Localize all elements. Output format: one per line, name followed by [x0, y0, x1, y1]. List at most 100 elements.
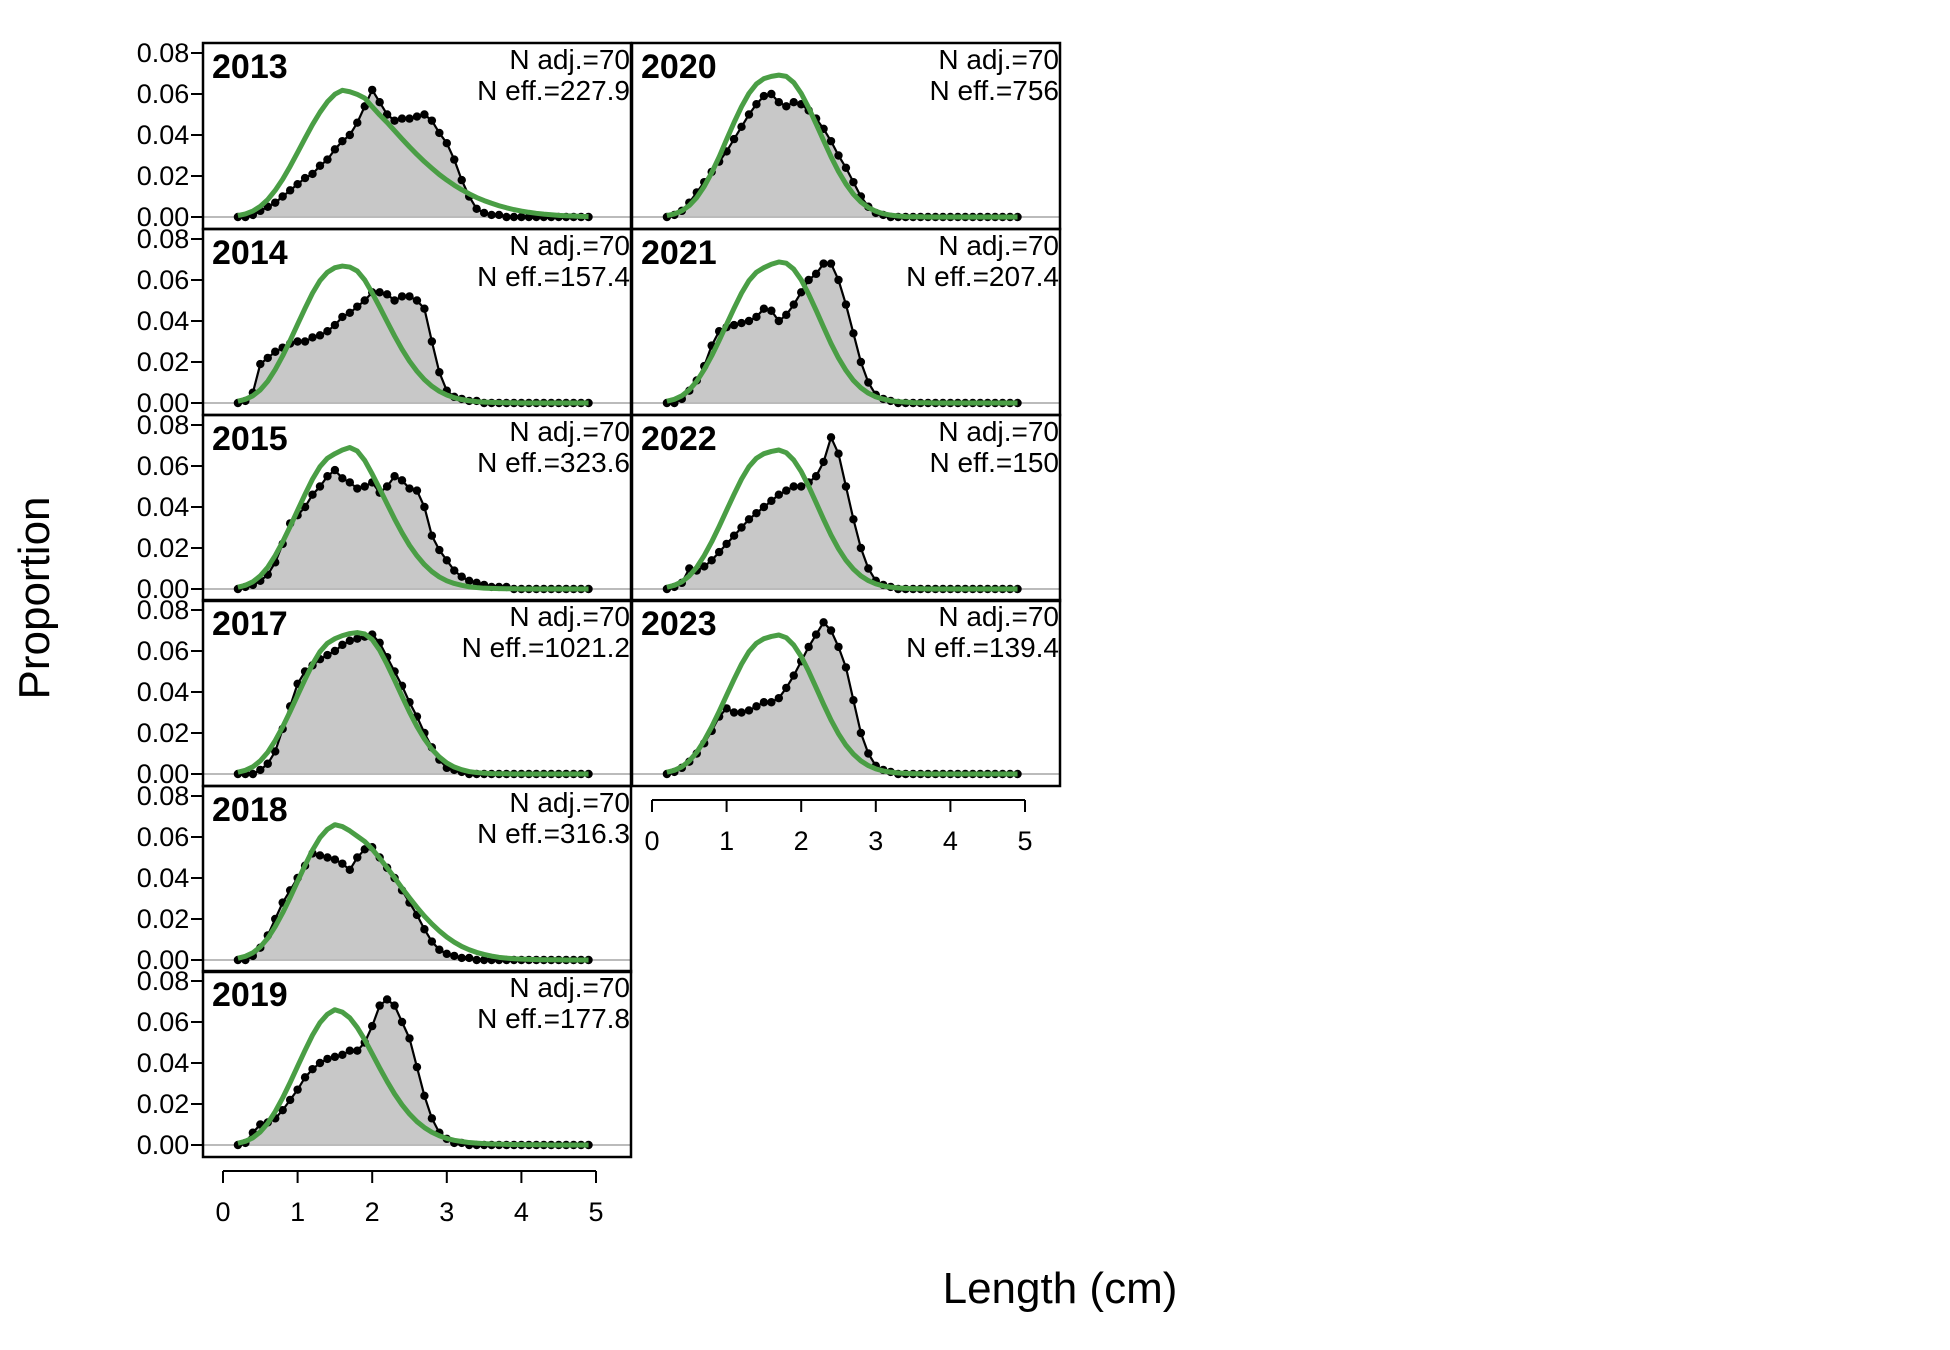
y-tick-label: 0.08 — [137, 781, 190, 811]
observed-point — [502, 212, 511, 222]
panel-2017: 2017 N adj.=70N eff.=1021.2 0.00 0.02 0.04 0.… — [137, 595, 633, 789]
panel-2015: 2015 N adj.=70N eff.=323.6 0.00 0.02 0.04 0.0… — [137, 410, 633, 604]
observed-point — [263, 353, 272, 363]
observed-point — [382, 995, 392, 1004]
observed-point — [472, 204, 481, 213]
observed-point — [509, 212, 519, 222]
x-tick-label: 5 — [588, 1197, 603, 1227]
observed-point — [248, 769, 258, 779]
observed-point — [744, 316, 754, 326]
observed-point — [722, 539, 731, 549]
observed-point — [360, 482, 369, 491]
observed-point — [849, 329, 858, 338]
n-adj-label: N adj.=70 — [938, 416, 1059, 447]
observed-point — [759, 502, 769, 512]
expected-line — [666, 72, 1018, 220]
y-tick-label: 0.04 — [137, 863, 190, 893]
x-tick-label: 5 — [1017, 826, 1032, 856]
observed-point — [293, 337, 302, 346]
observed-point — [782, 683, 791, 693]
observed-point — [382, 482, 392, 491]
observed-point — [759, 304, 769, 313]
observed-point — [315, 331, 325, 340]
observed-point — [338, 1050, 347, 1060]
n-adj-label: N adj.=70 — [938, 44, 1059, 75]
observed-point — [811, 269, 821, 279]
observed-point — [849, 696, 858, 705]
observed-point — [330, 465, 340, 475]
observed-point — [841, 482, 851, 491]
n-eff-label: N eff.=227.9 — [477, 75, 630, 106]
observed-point — [375, 98, 384, 107]
n-eff-label: N eff.=323.6 — [477, 447, 630, 478]
observed-area — [666, 94, 1018, 217]
observed-point — [819, 259, 828, 268]
observed-point — [382, 110, 392, 119]
observed-point — [330, 145, 340, 154]
panels-group: 2013 N adj.=70N eff.=227.90.000.020.040.0… — [137, 38, 1062, 1227]
observed-point — [427, 531, 437, 540]
observed-point — [774, 316, 784, 326]
n-eff-label: N eff.=207.4 — [906, 261, 1059, 292]
y-tick-label: 0.02 — [137, 347, 190, 377]
observed-point — [412, 112, 422, 121]
y-tick-label: 0.04 — [137, 677, 190, 707]
observed-point — [737, 523, 746, 532]
observed-point — [427, 116, 437, 125]
expected-line — [237, 445, 589, 592]
observed-point — [464, 953, 474, 963]
observed-point — [797, 288, 806, 297]
y-tick-label: 0.06 — [137, 822, 190, 852]
observed-point — [826, 259, 836, 268]
y-axis-title: Proportion — [10, 496, 59, 699]
observed-point — [797, 482, 806, 491]
panel-year-label: 2023 — [641, 605, 717, 643]
panel-year-label: 2017 — [212, 605, 288, 643]
observed-point — [789, 300, 798, 309]
y-tick-label: 0.06 — [137, 636, 190, 666]
observed-point — [420, 925, 429, 934]
observed-point — [360, 296, 369, 305]
observed-point — [849, 515, 858, 524]
observed-point — [345, 865, 355, 874]
y-tick-label: 0.06 — [137, 265, 190, 295]
observed-point — [397, 476, 407, 485]
panel-2021: 2021 N adj.=70N eff.=207.4 — [630, 227, 1062, 417]
observed-point — [774, 98, 784, 107]
observed-point — [390, 116, 399, 125]
observed-point — [420, 304, 429, 313]
observed-point — [789, 98, 798, 107]
observed-point — [390, 472, 399, 481]
observed-point — [308, 1064, 317, 1074]
observed-point — [353, 634, 362, 643]
panel-year-label: 2015 — [212, 420, 288, 458]
observed-point — [368, 1021, 377, 1031]
expected-line — [666, 447, 1018, 592]
x-axis-col-1: 0 1 2 3 4 5 — [215, 1170, 604, 1227]
n-eff-label: N eff.=316.3 — [477, 818, 630, 849]
observed-point — [256, 359, 265, 369]
observed-point — [330, 320, 340, 330]
observed-point — [375, 288, 384, 297]
observed-point — [841, 300, 851, 309]
observed-point — [427, 937, 437, 946]
observed-point — [345, 130, 355, 140]
observed-point — [338, 136, 347, 146]
x-tick-label: 3 — [439, 1197, 454, 1227]
observed-point — [412, 296, 422, 305]
y-tick-label: 0.04 — [137, 120, 190, 150]
observed-point — [293, 1085, 302, 1094]
observed-area — [666, 622, 1018, 774]
observed-point — [472, 955, 481, 965]
y-tick-label: 0.00 — [137, 945, 190, 975]
n-eff-label: N eff.=157.4 — [477, 261, 630, 292]
y-tick-label: 0.02 — [137, 904, 190, 934]
observed-point — [737, 318, 746, 328]
observed-point — [841, 163, 851, 172]
observed-point — [744, 110, 754, 119]
n-adj-label: N adj.=70 — [938, 601, 1059, 632]
observed-point — [767, 698, 776, 707]
observed-point — [323, 650, 332, 660]
observed-point — [323, 853, 332, 862]
observed-point — [442, 949, 451, 959]
